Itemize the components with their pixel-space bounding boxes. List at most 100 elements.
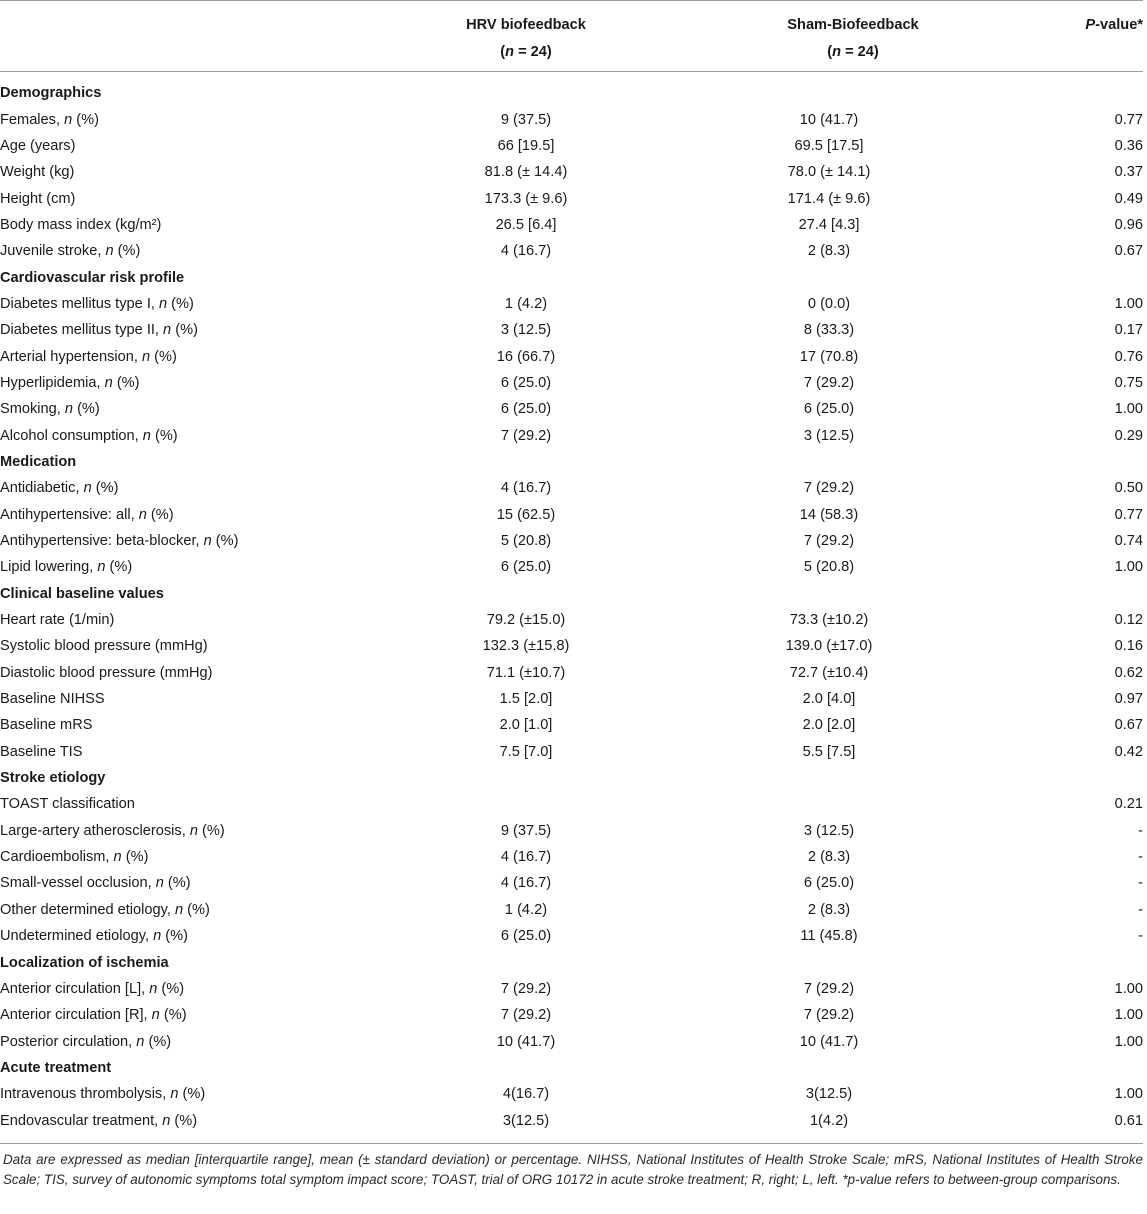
p-value: 1.00 [1114, 1086, 1143, 1103]
p-value: 1.00 [1114, 295, 1143, 312]
table-footnote: Data are expressed as median [interquart… [3, 1152, 1143, 1187]
hrv-value: 1 (4.2) [504, 295, 548, 312]
p-value: 0.67 [1114, 243, 1143, 260]
table-row: TOAST classification 0.21 [0, 791, 1143, 817]
section-heading: Cardiovascular risk profile [0, 269, 185, 286]
row-label-suffix: (%) [112, 374, 140, 391]
row-label-text: Arterial hypertension, [0, 348, 142, 365]
sham-value: 14 (58.3) [799, 506, 859, 523]
empty-cell [398, 449, 654, 475]
row-label: Body mass index (kg/m²) [0, 212, 398, 238]
sham-value: 5 (20.8) [803, 559, 855, 576]
table-row: Females, n (%) 9 (37.5) 10 (41.7) 0.77 [0, 106, 1143, 132]
row-label: Baseline NIHSS [0, 686, 398, 712]
empty-cell [1004, 949, 1143, 975]
p-value: 0.96 [1114, 216, 1143, 233]
table-row: Alcohol consumption, n (%) 7 (29.2) 3 (12.… [0, 422, 1143, 448]
row-label-n: n [113, 849, 122, 866]
sham-value: 73.3 (±10.2) [789, 612, 869, 629]
row-label: Intravenous thrombolysis, n (%) [0, 1081, 398, 1107]
empty-cell [1004, 765, 1143, 791]
table-header: HRV biofeedback (n = 24) Sham-Biofeedbac… [0, 12, 1143, 66]
row-label-text: Weight (kg) [0, 164, 75, 181]
p-value: 0.97 [1114, 691, 1143, 708]
sham-value: 8 (33.3) [803, 322, 855, 339]
hrv-value: 4 (16.7) [500, 849, 552, 866]
sham-value: 78.0 (± 14.1) [787, 164, 871, 181]
section-row: Clinical baseline values [0, 581, 1143, 607]
row-label-text: Heart rate (1/min) [0, 612, 115, 629]
row-label: Antidiabetic, n (%) [0, 475, 398, 501]
row-label-n: n [189, 822, 198, 839]
row-label: Smoking, n (%) [0, 396, 398, 422]
row-label-n: n [138, 506, 147, 523]
sham-value: 2 (8.3) [807, 243, 851, 260]
hrv-value: 9 (37.5) [500, 822, 552, 839]
p-value: 0.67 [1114, 717, 1143, 734]
section-heading: Localization of ischemia [0, 954, 169, 971]
row-label-n: n [141, 348, 151, 365]
row-label-text: Smoking, [0, 401, 65, 418]
section-heading: Medication [0, 453, 77, 470]
p-value: 0.16 [1114, 638, 1143, 655]
table-row: Antihypertensive: all, n (%) 15 (62.5) 14 … [0, 502, 1143, 528]
row-label-text: Antihypertensive: beta-blocker, [0, 533, 204, 550]
table-row: Diabetes mellitus type I, n (%) 1 (4.2) 0 … [0, 291, 1143, 317]
table-row: Arterial hypertension, n (%) 16 (66.7) 17 … [0, 343, 1143, 369]
p-value: 0.12 [1114, 612, 1143, 629]
hrv-value: 3 (12.5) [500, 322, 552, 339]
empty-cell [398, 949, 654, 975]
row-label-suffix: (%) [183, 901, 210, 918]
empty-cell [1004, 581, 1143, 607]
header-sham: Sham-Biofeedback (n = 24) [698, 12, 1008, 66]
row-label-text: Lipid lowering, [0, 559, 98, 576]
hrv-value: 5 (20.8) [500, 533, 552, 550]
sham-value: 10 (41.7) [799, 1033, 859, 1050]
sham-value: 2 (8.3) [807, 901, 851, 918]
section-row: Cardiovascular risk profile [0, 264, 1143, 290]
sham-value: 7 (29.2) [803, 480, 855, 497]
top-rule [0, 0, 1143, 1]
row-label: Hyperlipidemia, n (%) [0, 370, 398, 396]
hrv-value: 4 (16.7) [500, 480, 552, 497]
empty-cell [398, 765, 654, 791]
row-label-text: Undetermined etiology, [0, 928, 154, 945]
section-heading: Stroke etiology [0, 770, 106, 787]
p-value: 0.77 [1114, 111, 1143, 128]
row-label-text: Juvenile stroke, [0, 243, 106, 260]
table-row: Age (years) 66 [19.5] 69.5 [17.5] 0.36 [0, 133, 1143, 159]
sham-value: 7 (29.2) [803, 1007, 855, 1024]
sham-value: 11 (45.8) [800, 928, 858, 945]
row-label: Antihypertensive: all, n (%) [0, 502, 398, 528]
section-row: Localization of ischemia [0, 949, 1143, 975]
table-row: Hyperlipidemia, n (%) 6 (25.0) 7 (29.2) 0.7… [0, 370, 1143, 396]
p-value: 1.00 [1114, 559, 1143, 576]
hrv-value: 6 (25.0) [500, 928, 552, 945]
table-row: Cardioembolism, n (%) 4 (16.7) 2 (8.3) - [0, 844, 1143, 870]
row-label-text: Anterior circulation [R], [0, 1007, 152, 1024]
table-row: Body mass index (kg/m²) 26.5 [6.4] 27.4 [4… [0, 212, 1143, 238]
row-label: Anterior circulation [R], n (%) [0, 1002, 398, 1028]
row-label-text: Intravenous thrombolysis, [0, 1086, 171, 1103]
row-label-suffix: (%) [157, 980, 185, 997]
row-label: Posterior circulation, n (%) [0, 1028, 398, 1054]
row-label-suffix: (%) [150, 348, 177, 365]
sham-value: 1(4.2) [809, 1112, 849, 1129]
row-label-suffix: (%) [73, 401, 100, 418]
hrv-value: 7 (29.2) [500, 1007, 552, 1024]
row-label: Age (years) [0, 133, 398, 159]
row-label-text: Alcohol consumption, [0, 427, 143, 444]
p-value: 0.42 [1114, 743, 1143, 760]
sham-value: 72.7 (±10.4) [789, 664, 869, 681]
hrv-value: 7 (29.2) [500, 427, 552, 444]
row-label-suffix: (%) [144, 1033, 172, 1050]
row-label-n: n [149, 980, 158, 997]
row-label-suffix: (%) [163, 875, 191, 892]
sham-value: 139.0 (±17.0) [785, 638, 873, 655]
table-row: Large-artery atherosclerosis, n (%) 9 (37… [0, 818, 1143, 844]
table-row: Weight (kg) 81.8 (± 14.4) 78.0 (± 14.1) 0.3… [0, 159, 1143, 185]
row-label-n: n [83, 480, 92, 497]
hrv-value: 2.0 [1.0] [499, 717, 553, 734]
row-label-suffix: (%) [72, 111, 99, 128]
